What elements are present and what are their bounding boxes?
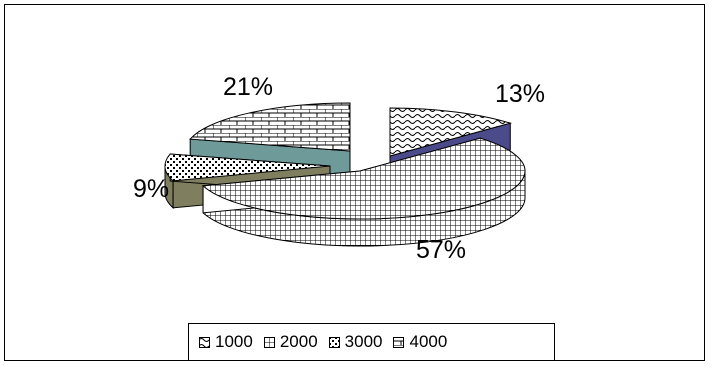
legend-swatch	[328, 336, 340, 348]
data-label-2000: 57%	[416, 236, 467, 264]
legend-item-3000: 3000	[328, 332, 383, 352]
legend-swatch	[199, 336, 210, 348]
pie-slice-top	[189, 102, 351, 152]
legend-swatch	[263, 336, 275, 348]
data-label-1000: 13%	[495, 80, 546, 108]
pie-slice-top	[164, 153, 331, 182]
legend-label: 1000	[215, 332, 253, 351]
legend-label: 2000	[279, 332, 318, 351]
pie-chart	[164, 102, 526, 247]
legend-item-1000: 1000	[199, 332, 253, 352]
chart-area: 13% 57% 9% 21% 1000 2000 3000 4000	[4, 4, 705, 361]
data-label-4000: 21%	[223, 73, 274, 101]
data-label-3000: 9%	[133, 175, 170, 203]
legend-item-2000: 2000	[263, 332, 318, 352]
pie-slice-top	[201, 137, 526, 220]
chart-legend: 1000 2000 3000 4000	[188, 323, 555, 361]
pie-slice-top	[389, 107, 513, 157]
legend-swatch	[393, 336, 405, 348]
pie-slice-2000	[201, 137, 526, 247]
legend-label: 3000	[344, 332, 383, 351]
legend-item-4000: 4000	[393, 332, 447, 352]
legend-label: 4000	[409, 332, 448, 351]
